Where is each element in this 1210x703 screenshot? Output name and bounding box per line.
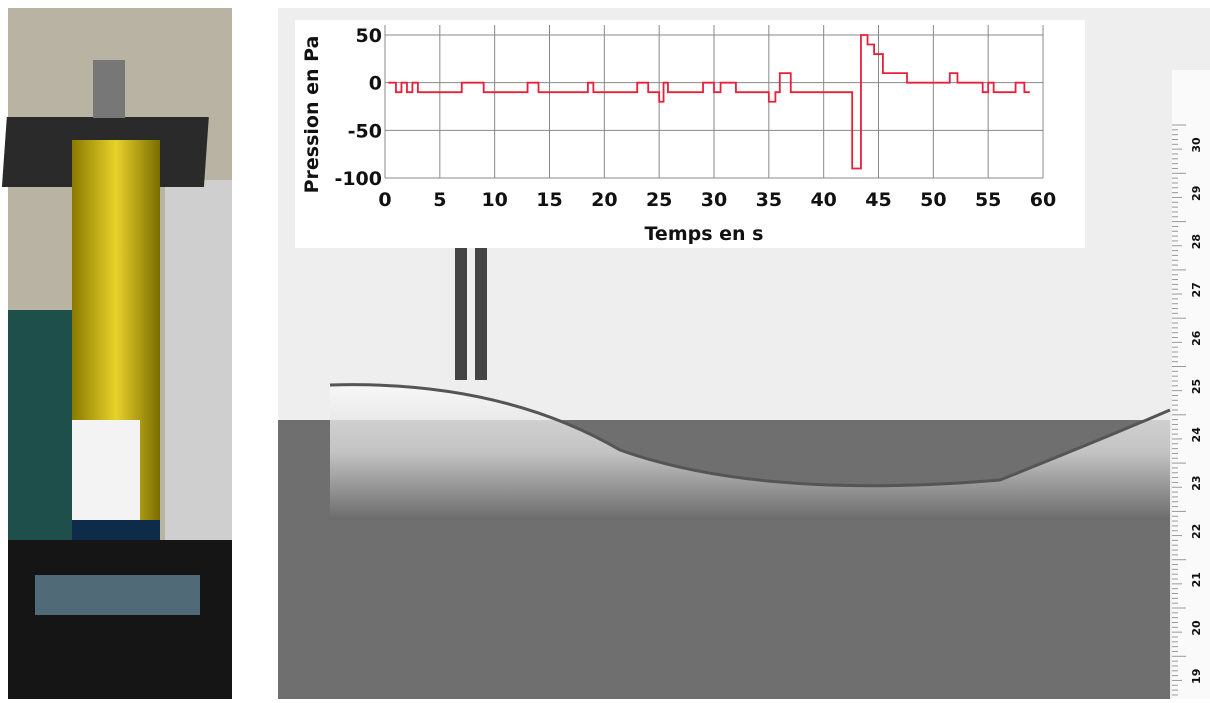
x-tick-label: 45 — [865, 189, 891, 211]
ruler-label: 22 — [1190, 524, 1203, 539]
x-tick-label: 5 — [433, 189, 446, 211]
x-tick-label: 35 — [756, 189, 782, 211]
ruler-label: 23 — [1190, 475, 1203, 490]
ruler-label: 28 — [1190, 234, 1203, 249]
ruler-label: 25 — [1190, 379, 1203, 394]
x-tick-label: 0 — [378, 189, 391, 211]
y-tick-label: 0 — [369, 73, 382, 95]
x-tick-label: 30 — [701, 189, 727, 211]
x-axis-label: Temps en s — [645, 223, 764, 245]
ruler-label: 27 — [1190, 282, 1203, 297]
chart: 0 5 10 15 20 25 30 35 40 45 50 55 60 -100 -50 0 50 Temps … — [301, 25, 1056, 245]
y-tick-label: -50 — [348, 120, 382, 142]
x-tick-label: 25 — [646, 189, 672, 211]
x-tick-label: 60 — [1030, 189, 1056, 211]
chart-background — [295, 20, 1085, 248]
ruler-label: 21 — [1190, 572, 1203, 587]
x-tick-label: 15 — [536, 189, 562, 211]
ruler-label: 20 — [1190, 620, 1203, 636]
ruler: 30 29 28 27 26 25 24 23 22 21 20 19 — [1172, 124, 1203, 701]
y-axis-label: Pression en Pa — [301, 36, 323, 194]
x-tick-label: 40 — [810, 189, 836, 211]
x-tick-label: 20 — [591, 189, 617, 211]
ruler-label: 19 — [1190, 669, 1203, 684]
x-tick-label: 55 — [975, 189, 1001, 211]
ruler-label: 24 — [1190, 427, 1203, 443]
y-tick-label: -100 — [334, 168, 382, 190]
x-tick-label: 10 — [481, 189, 507, 211]
ruler-label: 26 — [1190, 330, 1203, 346]
pressure-line — [388, 34, 1030, 170]
ruler-label: 29 — [1190, 186, 1203, 201]
x-tick-label: 50 — [920, 189, 946, 211]
ruler-label: 30 — [1190, 137, 1203, 153]
photo — [1, 8, 232, 699]
y-tick-label: 50 — [356, 25, 382, 47]
